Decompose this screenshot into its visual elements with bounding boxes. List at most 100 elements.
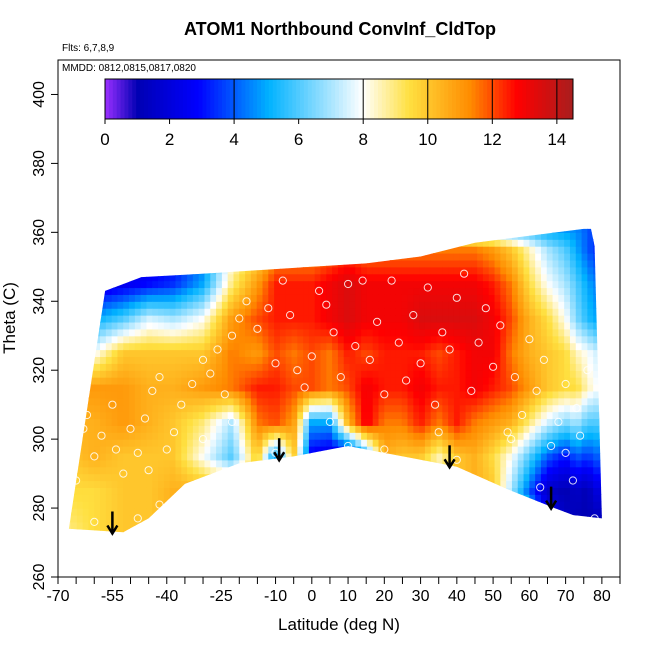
heatmap-cell [366, 370, 374, 378]
heatmap-cell [337, 466, 345, 475]
heatmap-cell [181, 487, 188, 495]
heatmap-cell [303, 466, 310, 475]
heatmap-cell [471, 335, 478, 344]
heatmap-cell [517, 466, 525, 475]
heatmap-cell [210, 390, 217, 399]
heatmap-cell [430, 466, 438, 475]
heatmap-cell [152, 246, 159, 254]
heatmap-cell [105, 239, 113, 247]
heatmap-cell [303, 349, 310, 358]
heatmap-cell [210, 308, 217, 316]
heatmap-cell [465, 425, 472, 433]
heatmap-cell [598, 273, 602, 282]
heatmap-cell [349, 528, 356, 533]
heatmap-cell [111, 508, 119, 516]
heatmap-cell [482, 528, 490, 533]
heatmap-cell [198, 521, 206, 530]
heatmap-cell [285, 246, 293, 254]
heatmap-cell [117, 446, 124, 454]
heatmap-cell [187, 383, 194, 392]
heatmap-cell [436, 501, 443, 509]
heatmap-cell [384, 466, 391, 475]
colorbar-swatch [370, 79, 375, 119]
heatmap-cell [482, 397, 490, 406]
x-axis-tick-label: 50 [484, 588, 502, 605]
heatmap-cell [459, 446, 467, 454]
heatmap-cell [390, 228, 397, 233]
heatmap-cell [297, 342, 304, 351]
heatmap-cell [77, 219, 83, 226]
heatmap-cell [587, 411, 594, 420]
heatmap-cell [587, 370, 594, 378]
heatmap-cell [361, 439, 368, 447]
heatmap-cell [349, 308, 356, 316]
heatmap-cell [494, 315, 501, 323]
heatmap-cell [477, 219, 483, 226]
heatmap-cell [250, 501, 258, 509]
heatmap-cell [169, 294, 177, 302]
heatmap-cell [593, 487, 600, 495]
heatmap-cell [569, 294, 577, 302]
heatmap-cell [71, 521, 78, 530]
heatmap-cell [436, 383, 443, 392]
heatmap-cell [540, 232, 548, 240]
heatmap-cell [372, 287, 380, 295]
heatmap-cell [448, 439, 455, 447]
heatmap-cell [598, 335, 602, 344]
heatmap-cell [198, 259, 206, 268]
heatmap-cell [407, 356, 414, 364]
heatmap-cell [210, 494, 217, 502]
heatmap-cell [227, 315, 235, 323]
heatmap-cell [558, 521, 565, 530]
heatmap-cell [395, 294, 403, 302]
heatmap-cell [581, 459, 588, 468]
heatmap-cell [262, 246, 269, 254]
heatmap-cell [488, 377, 496, 385]
heatmap-cell [511, 273, 519, 282]
heatmap-cell [303, 404, 310, 413]
heatmap-cell [448, 349, 455, 358]
heatmap-cell [94, 232, 101, 240]
heatmap-cell [419, 459, 426, 468]
heatmap-cell [459, 390, 467, 399]
heatmap-cell [100, 219, 106, 226]
heatmap-cell [395, 508, 403, 516]
heatmap-cell [552, 287, 559, 295]
heatmap-cell [210, 383, 217, 392]
heatmap-cell [395, 370, 403, 378]
heatmap-cell [337, 321, 345, 330]
flight-sample-point [220, 390, 229, 399]
heatmap-cell [76, 280, 84, 289]
heatmap-cell [314, 521, 322, 530]
heatmap-cell [500, 494, 507, 502]
heatmap-cell [459, 521, 467, 530]
heatmap-cell [256, 480, 264, 488]
heatmap-cell [448, 280, 455, 289]
heatmap-cell [558, 480, 565, 488]
heatmap-cell [558, 370, 565, 378]
heatmap-cell [187, 301, 194, 309]
heatmap-cell [210, 219, 216, 226]
heatmap-cell [163, 259, 171, 268]
heatmap-cell [343, 301, 351, 309]
heatmap-cell [111, 287, 119, 295]
heatmap-cell [262, 425, 269, 433]
heatmap-cell [204, 301, 211, 309]
heatmap-cell [123, 273, 130, 282]
heatmap-cell [517, 383, 525, 392]
heatmap-cell [494, 397, 501, 406]
heatmap-cell [413, 342, 420, 351]
heatmap-cell [535, 446, 542, 454]
heatmap-cell [355, 335, 362, 344]
heatmap-cell [227, 411, 235, 420]
heatmap-cell [140, 321, 148, 330]
heatmap-cell [233, 487, 240, 495]
heatmap-cell [390, 425, 397, 433]
heatmap-cell [88, 253, 95, 261]
heatmap-cell [279, 377, 287, 385]
heatmap-cell [355, 390, 362, 399]
heatmap-cell [529, 280, 536, 289]
heatmap-cell [378, 266, 385, 275]
heatmap-cell [401, 232, 409, 240]
heatmap-cell [442, 514, 449, 523]
